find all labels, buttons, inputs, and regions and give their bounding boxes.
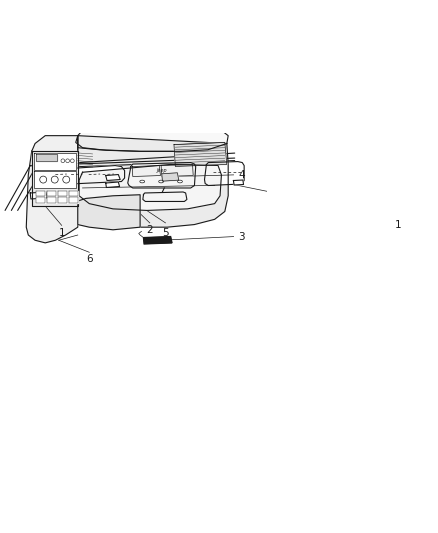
Ellipse shape bbox=[159, 180, 163, 183]
Polygon shape bbox=[78, 195, 140, 230]
Polygon shape bbox=[36, 154, 57, 161]
Circle shape bbox=[40, 176, 47, 183]
Polygon shape bbox=[128, 163, 196, 188]
Polygon shape bbox=[174, 142, 227, 166]
Ellipse shape bbox=[140, 180, 145, 183]
Polygon shape bbox=[35, 153, 76, 169]
Polygon shape bbox=[161, 165, 193, 176]
Circle shape bbox=[63, 176, 70, 183]
Text: 1: 1 bbox=[58, 228, 65, 238]
Polygon shape bbox=[35, 166, 124, 185]
Polygon shape bbox=[76, 124, 228, 151]
Polygon shape bbox=[58, 191, 67, 196]
Polygon shape bbox=[30, 192, 47, 199]
Polygon shape bbox=[205, 161, 244, 185]
Polygon shape bbox=[162, 173, 179, 181]
Polygon shape bbox=[35, 171, 76, 188]
Polygon shape bbox=[36, 197, 45, 203]
Polygon shape bbox=[143, 192, 187, 201]
Circle shape bbox=[51, 176, 58, 183]
Polygon shape bbox=[144, 237, 172, 244]
Polygon shape bbox=[106, 182, 120, 188]
Text: 2: 2 bbox=[146, 225, 153, 236]
Circle shape bbox=[66, 159, 70, 163]
Polygon shape bbox=[36, 191, 45, 196]
Polygon shape bbox=[47, 191, 56, 196]
Polygon shape bbox=[78, 136, 228, 227]
Polygon shape bbox=[69, 197, 78, 203]
Polygon shape bbox=[69, 191, 78, 196]
Text: 1: 1 bbox=[395, 221, 402, 230]
Circle shape bbox=[71, 159, 74, 163]
Polygon shape bbox=[26, 136, 78, 243]
Text: 4: 4 bbox=[238, 170, 245, 180]
Polygon shape bbox=[233, 180, 244, 185]
Polygon shape bbox=[58, 197, 67, 203]
Text: 5: 5 bbox=[162, 228, 169, 238]
Text: 3: 3 bbox=[238, 231, 245, 241]
Polygon shape bbox=[47, 197, 56, 203]
Polygon shape bbox=[106, 174, 120, 181]
Circle shape bbox=[61, 159, 65, 163]
Text: 6: 6 bbox=[86, 254, 92, 264]
Polygon shape bbox=[132, 166, 160, 176]
Polygon shape bbox=[32, 151, 78, 206]
Ellipse shape bbox=[177, 180, 182, 183]
Text: Jeep: Jeep bbox=[156, 168, 167, 173]
Polygon shape bbox=[79, 164, 222, 211]
